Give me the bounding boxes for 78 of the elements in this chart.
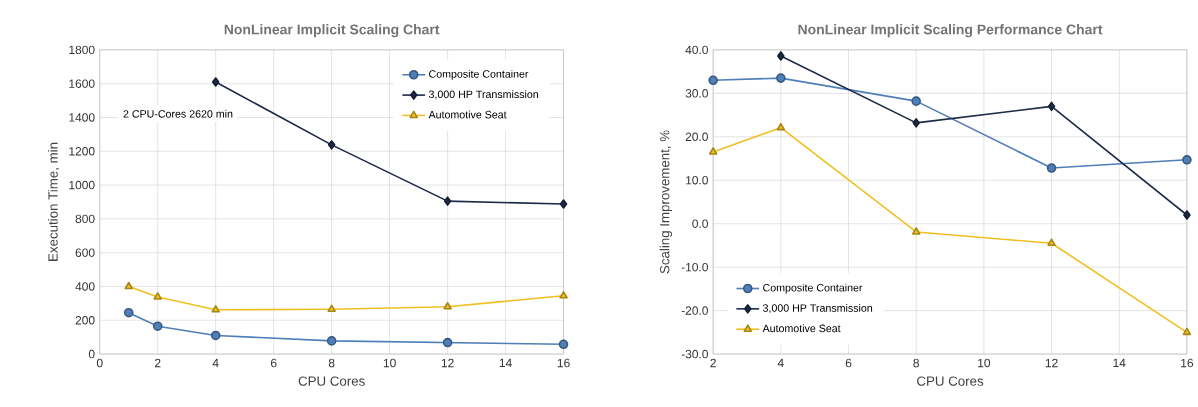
legend-label: Composite Container (429, 69, 529, 80)
point (1182, 327, 1192, 336)
point (912, 118, 920, 128)
point (708, 147, 718, 155)
y-tick-label: -20.0 (681, 306, 708, 315)
y-tick-label: 1600 (69, 79, 95, 88)
y-tick-label: 1800 (69, 45, 95, 55)
chart-title: NonLinear Implicit Scaling Chart (224, 24, 440, 38)
point (911, 227, 921, 235)
y-tick-label: 0 (88, 349, 95, 359)
x-tick-label: 14 (499, 358, 512, 368)
x-axis-title: CPU Cores (298, 376, 365, 386)
y-tick-label: 40.0 (685, 45, 708, 55)
y-tick-label: 200 (75, 316, 95, 325)
y-tick-label: 0.0 (692, 219, 708, 228)
x-tick-label: 12 (1045, 358, 1058, 368)
point (1047, 101, 1056, 112)
point (327, 140, 336, 150)
point (211, 305, 220, 313)
y-tick-label: 20.0 (685, 132, 708, 142)
point (327, 304, 336, 313)
y-tick-label: 600 (75, 248, 95, 257)
point (1046, 163, 1057, 173)
point (326, 336, 337, 346)
x-tick-label: 12 (441, 358, 454, 368)
x-tick-label: 8 (913, 358, 919, 368)
x-tick-label: 16 (1181, 358, 1194, 368)
point (777, 51, 785, 61)
point (708, 75, 718, 86)
x-tick-label: 4 (777, 358, 784, 368)
x-tick-label: 10 (383, 358, 396, 368)
point (776, 122, 786, 131)
x-axis-title: CPU Cores (917, 376, 984, 386)
x-tick-label: 10 (978, 358, 991, 368)
legend-label: Composite Container (763, 283, 863, 294)
y-tick-label: -30.0 (681, 349, 708, 359)
point (559, 199, 568, 209)
y-tick-label: 400 (75, 282, 95, 291)
legend-label: 3,000 HP Transmission (762, 304, 873, 314)
legend-label: Automotive Seat (762, 324, 841, 333)
point (776, 73, 786, 83)
point (1183, 210, 1191, 220)
point (443, 302, 452, 310)
x-tick-label: 6 (270, 358, 277, 368)
x-tick-label: 16 (557, 358, 570, 368)
point (152, 321, 163, 332)
point (1182, 155, 1192, 165)
point (558, 339, 569, 350)
x-tick-label: 4 (212, 358, 219, 368)
point (442, 337, 453, 348)
point (211, 77, 220, 87)
point (210, 330, 221, 341)
x-tick-label: 14 (1113, 358, 1126, 368)
point (153, 292, 162, 300)
legend-label: 3,000 HP Transmission (428, 90, 539, 100)
y-tick-label: 10.0 (686, 176, 708, 185)
y-tick-label: 30.0 (685, 89, 708, 98)
y-tick-label: 1400 (69, 113, 95, 122)
annotation: 2 CPU-Cores 2620 min (123, 109, 233, 118)
x-tick-label: 2 (155, 358, 161, 368)
y-axis-title: Execution Time, min (47, 142, 60, 261)
point (443, 196, 452, 206)
point (124, 281, 133, 290)
y-tick-label: -10.0 (681, 262, 708, 272)
y-axis-title: Scaling Improvement, % (659, 130, 673, 274)
y-tick-label: 1200 (69, 147, 95, 156)
x-tick-label: 2 (710, 358, 716, 368)
x-tick-label: 6 (845, 358, 852, 368)
y-tick-label: 800 (75, 214, 95, 224)
y-tick-label: 1000 (69, 180, 95, 190)
legend-label: Automotive Seat (428, 110, 507, 119)
point (911, 96, 921, 106)
x-tick-label: 0 (96, 358, 103, 368)
point (1047, 238, 1056, 247)
point (559, 291, 568, 299)
point (123, 307, 134, 318)
chart-title: NonLinear Implicit Scaling Performance Chart (798, 24, 1103, 38)
x-tick-label: 8 (328, 358, 335, 368)
